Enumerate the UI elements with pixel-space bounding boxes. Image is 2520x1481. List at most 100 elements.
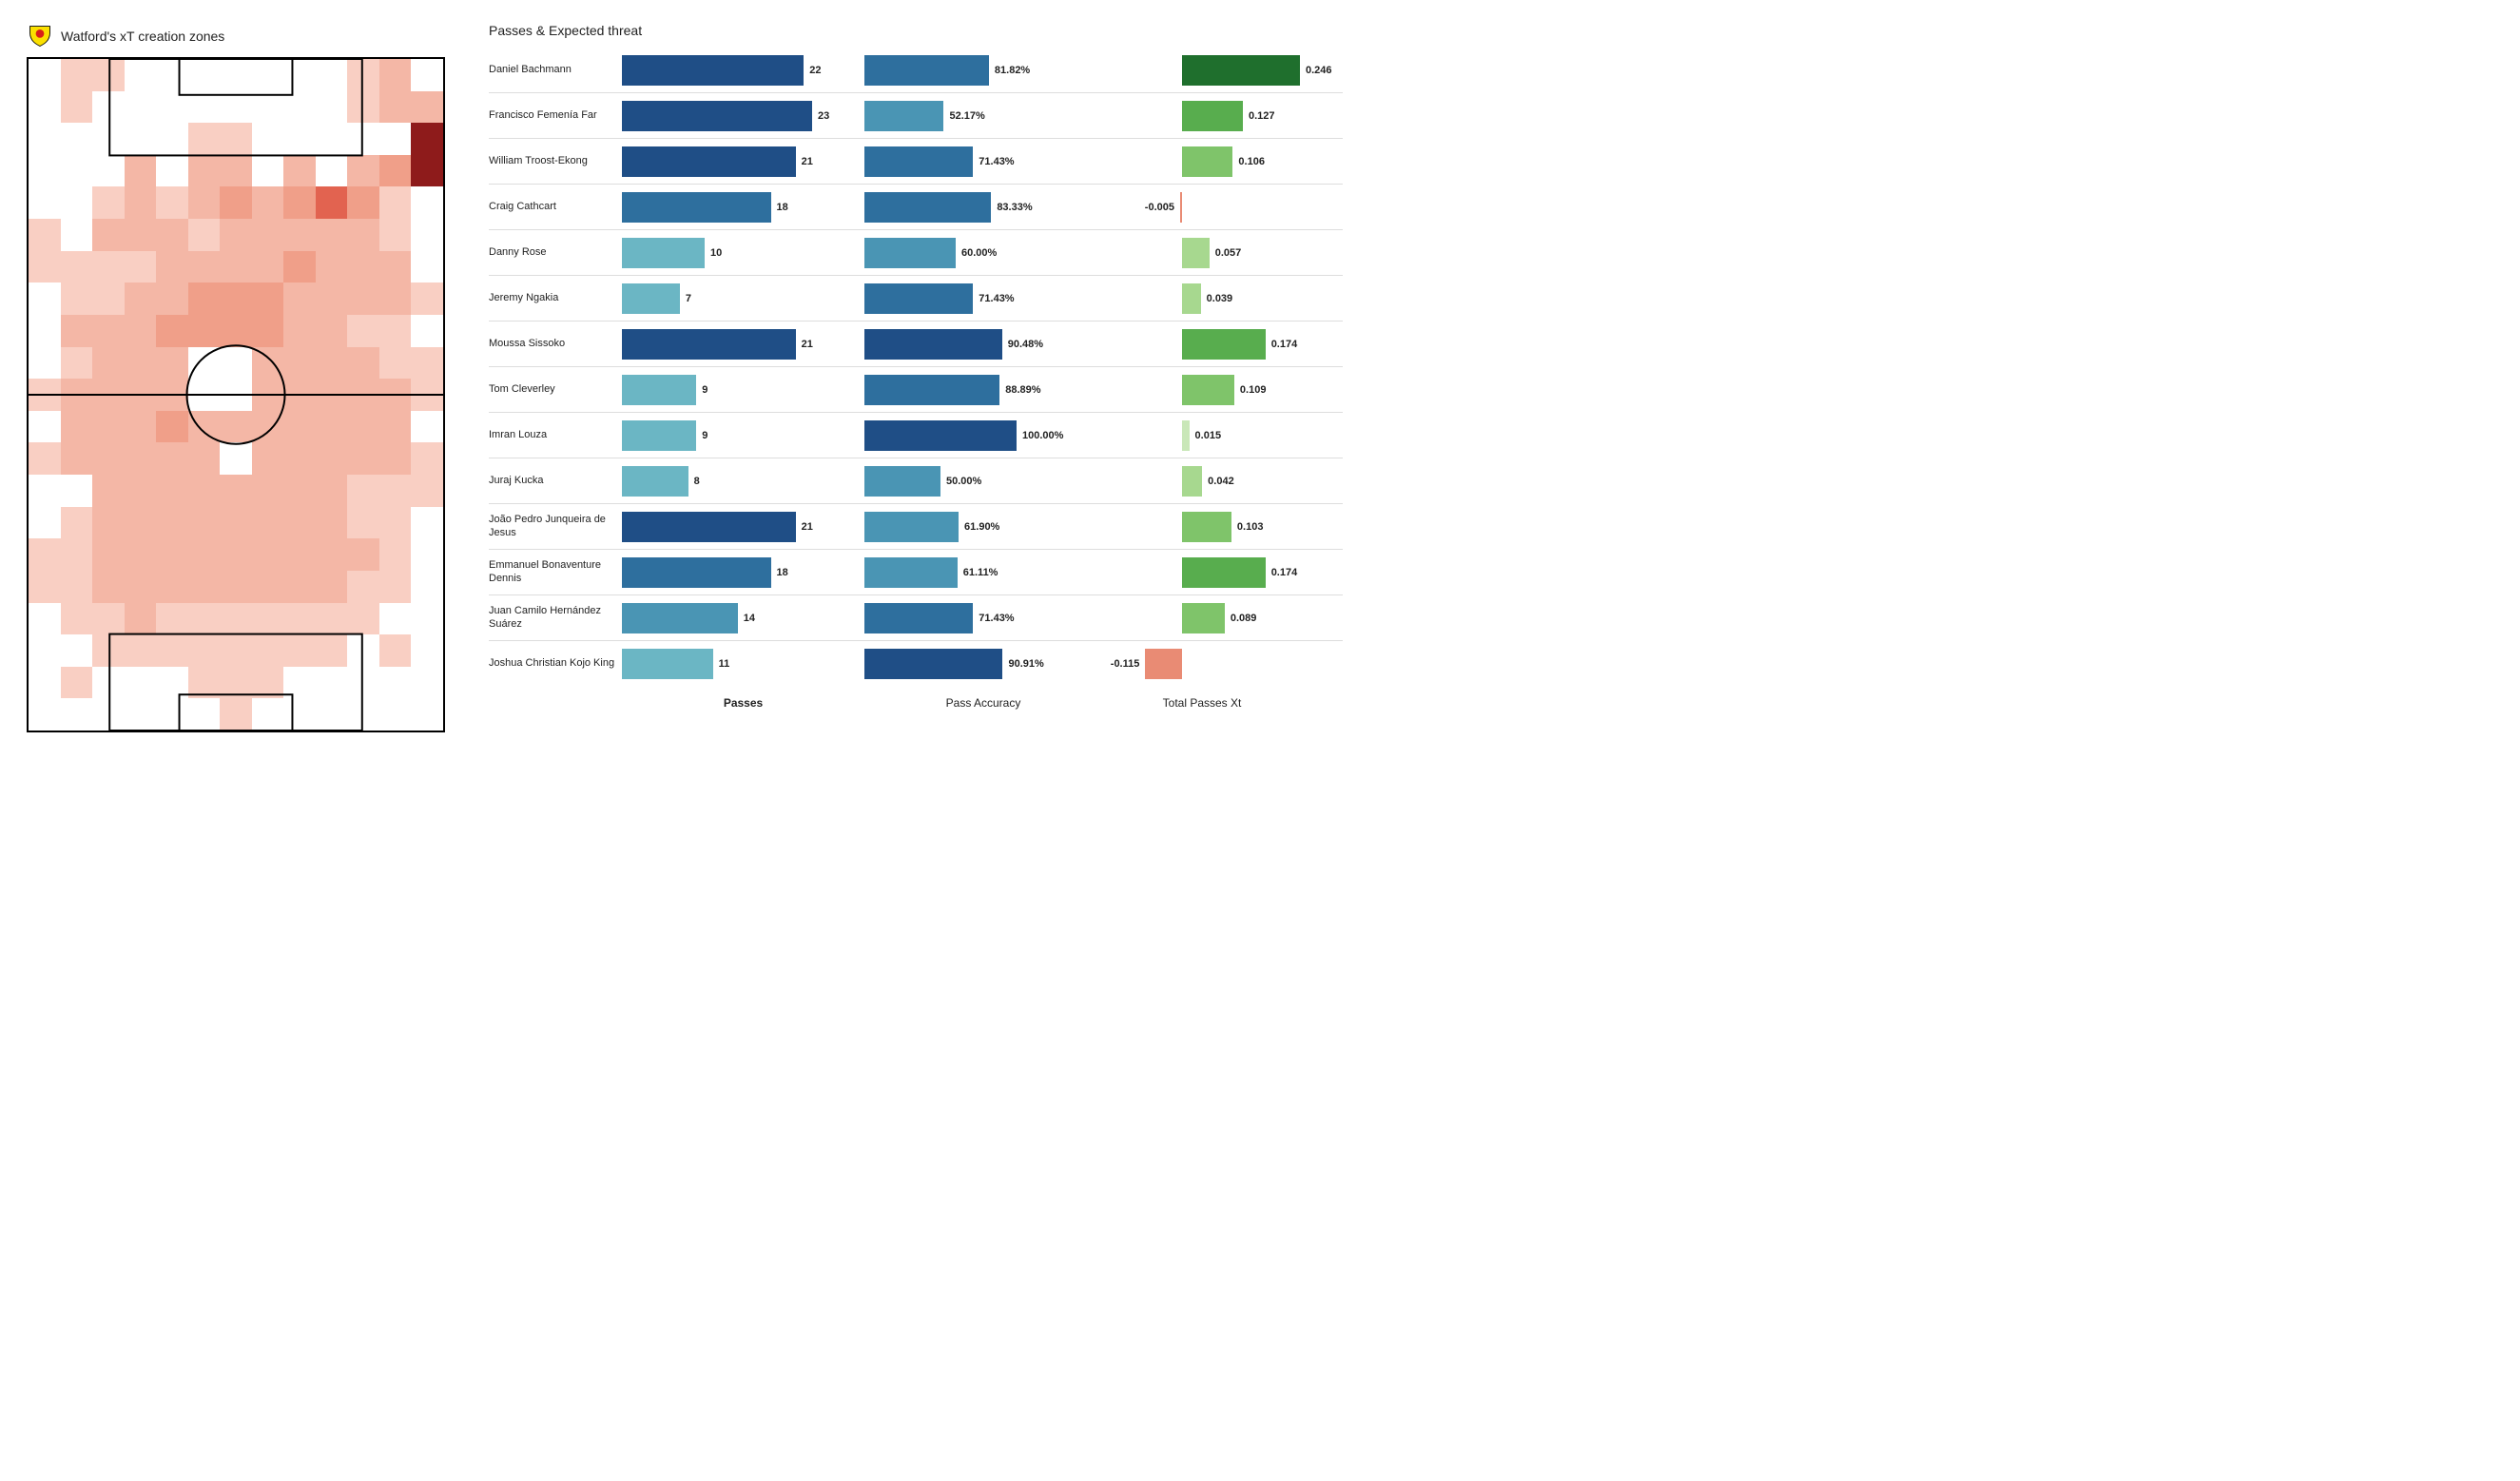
passes-value: 9	[702, 384, 708, 396]
passes-cell: 22	[622, 55, 864, 86]
passes-bar	[622, 101, 812, 131]
heatmap-cell	[61, 571, 93, 603]
xt-value: -0.115	[1111, 658, 1140, 670]
heatmap-cell	[156, 251, 188, 283]
passes-cell: 21	[622, 329, 864, 360]
heatmap-cell	[316, 507, 348, 539]
heatmap-cell	[188, 315, 221, 347]
xt-bar	[1182, 55, 1300, 86]
xt-bar	[1182, 101, 1243, 131]
heatmap-cell	[347, 475, 379, 507]
heatmap-cell	[252, 698, 284, 731]
heatmap-cell	[411, 379, 443, 411]
heatmap-cell	[188, 571, 221, 603]
xt-bar	[1182, 146, 1232, 177]
axis-accuracy-label: Pass Accuracy	[864, 696, 1102, 710]
passes-bar	[622, 238, 705, 268]
xt-value: 0.015	[1195, 430, 1222, 441]
xt-value: 0.174	[1271, 339, 1298, 350]
passes-cell: 9	[622, 375, 864, 405]
accuracy-bar	[864, 283, 973, 314]
heatmap-cell	[379, 379, 412, 411]
heatmap-cell	[61, 59, 93, 91]
heatmap-cell	[29, 123, 61, 155]
player-name: Craig Cathcart	[489, 201, 622, 214]
heatmap-cell	[125, 283, 157, 315]
heatmap-cell	[29, 155, 61, 187]
passes-cell: 18	[622, 557, 864, 588]
heatmap-cell	[283, 283, 316, 315]
heatmap-cell	[379, 698, 412, 731]
xt-track: 0.174	[1102, 329, 1302, 360]
passes-cell: 23	[622, 101, 864, 131]
xt-value: -0.005	[1145, 202, 1174, 213]
heatmap-cell	[379, 475, 412, 507]
heatmap-cell	[156, 411, 188, 443]
xt-bar	[1182, 329, 1266, 360]
heatmap-cell	[156, 59, 188, 91]
xt-value: 0.039	[1207, 293, 1233, 304]
accuracy-bar	[864, 146, 973, 177]
xt-cell: -0.115	[1102, 649, 1302, 679]
heatmap-cell	[156, 634, 188, 667]
heatmap-cell	[379, 186, 412, 219]
heatmap-cell	[220, 155, 252, 187]
table-row: Imran Louza9100.00%0.015	[489, 413, 1343, 458]
heatmap-cell	[283, 442, 316, 475]
accuracy-bar	[864, 329, 1002, 360]
xt-track: 0.106	[1102, 146, 1302, 177]
pitch-frame	[27, 57, 445, 732]
heatmap-cell	[156, 571, 188, 603]
table-rows: Daniel Bachmann2281.82%0.246Francisco Fe…	[489, 48, 1343, 687]
heatmap-cell	[125, 315, 157, 347]
heatmap-cell	[379, 634, 412, 667]
heatmap-cell	[188, 442, 221, 475]
heatmap-cell	[347, 507, 379, 539]
xt-value: 0.103	[1237, 521, 1264, 533]
heatmap-cell	[252, 442, 284, 475]
xt-track: 0.103	[1102, 512, 1302, 542]
heatmap-cell	[379, 219, 412, 251]
heatmap-cell	[92, 603, 125, 635]
heatmap-cell	[316, 442, 348, 475]
heatmap-cell	[283, 698, 316, 731]
heatmap-cell	[283, 571, 316, 603]
accuracy-bar	[864, 375, 999, 405]
heatmap-cell	[125, 475, 157, 507]
heatmap-cell	[156, 347, 188, 380]
heatmap-cell	[347, 379, 379, 411]
passes-bar	[622, 375, 696, 405]
heatmap-cell	[125, 123, 157, 155]
heatmap-cell	[283, 219, 316, 251]
passes-value: 21	[802, 521, 813, 533]
heatmap-cell	[92, 59, 125, 91]
heatmap-cell	[252, 219, 284, 251]
heatmap-cell	[316, 155, 348, 187]
heatmap-cell	[252, 59, 284, 91]
heatmap-cell	[347, 667, 379, 699]
heatmap-cell	[188, 634, 221, 667]
heatmap-cell	[61, 667, 93, 699]
axis-row: Passes Pass Accuracy Total Passes Xt	[489, 696, 1343, 710]
heatmap-cell	[347, 251, 379, 283]
passes-bar	[622, 55, 804, 86]
passes-value: 18	[777, 567, 788, 578]
passes-cell: 21	[622, 512, 864, 542]
heatmap-cell	[283, 411, 316, 443]
heatmap-cell	[347, 186, 379, 219]
heatmap-cell	[125, 251, 157, 283]
accuracy-bar	[864, 420, 1017, 451]
player-name: William Troost-Ekong	[489, 155, 622, 168]
heatmap-cell	[411, 603, 443, 635]
heatmap-grid	[29, 59, 443, 731]
heatmap-cell	[61, 251, 93, 283]
heatmap-cell	[61, 379, 93, 411]
heatmap-cell	[411, 315, 443, 347]
heatmap-cell	[125, 538, 157, 571]
heatmap-cell	[347, 283, 379, 315]
page-root: Watford's xT creation zones Passes & Exp…	[27, 23, 1343, 732]
heatmap-title: Watford's xT creation zones	[61, 29, 224, 44]
heatmap-cell	[29, 634, 61, 667]
heatmap-cell	[411, 219, 443, 251]
heatmap-cell	[125, 155, 157, 187]
